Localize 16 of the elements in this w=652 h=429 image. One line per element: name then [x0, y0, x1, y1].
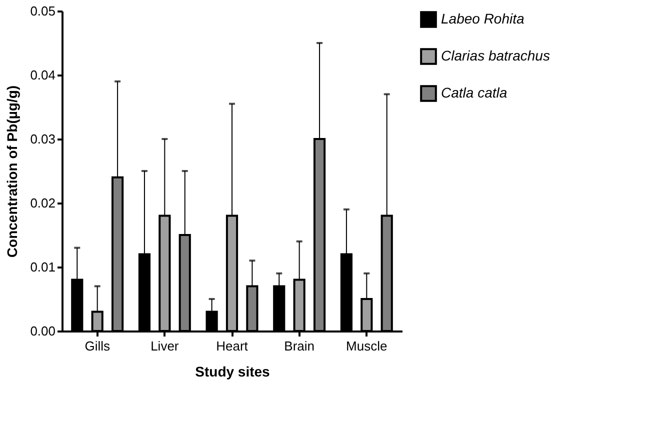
x-tick-label: Gills	[84, 338, 110, 354]
y-tick-label: 0.03	[30, 132, 56, 146]
y-tick-label: 0.05	[30, 4, 56, 18]
y-tick-label: 0.04	[30, 68, 56, 82]
y-tick-label: 0.01	[30, 260, 56, 274]
y-tick-label: 0.00	[30, 324, 56, 338]
x-tick-label: Brain	[284, 338, 315, 354]
legend-label: Labeo Rohita	[441, 10, 525, 26]
x-tick-label: Liver	[150, 338, 180, 354]
y-axis-title: Concentration of Pb(µg/g)	[4, 85, 20, 258]
y-tick-label: 0.02	[30, 196, 56, 210]
x-axis-title: Study sites	[195, 364, 270, 380]
legend-label: Catla catla	[441, 84, 508, 100]
legend-label: Clarias batrachus	[441, 48, 550, 64]
x-tick-label: Heart	[216, 338, 248, 354]
x-tick-label: Muscle	[346, 338, 388, 354]
